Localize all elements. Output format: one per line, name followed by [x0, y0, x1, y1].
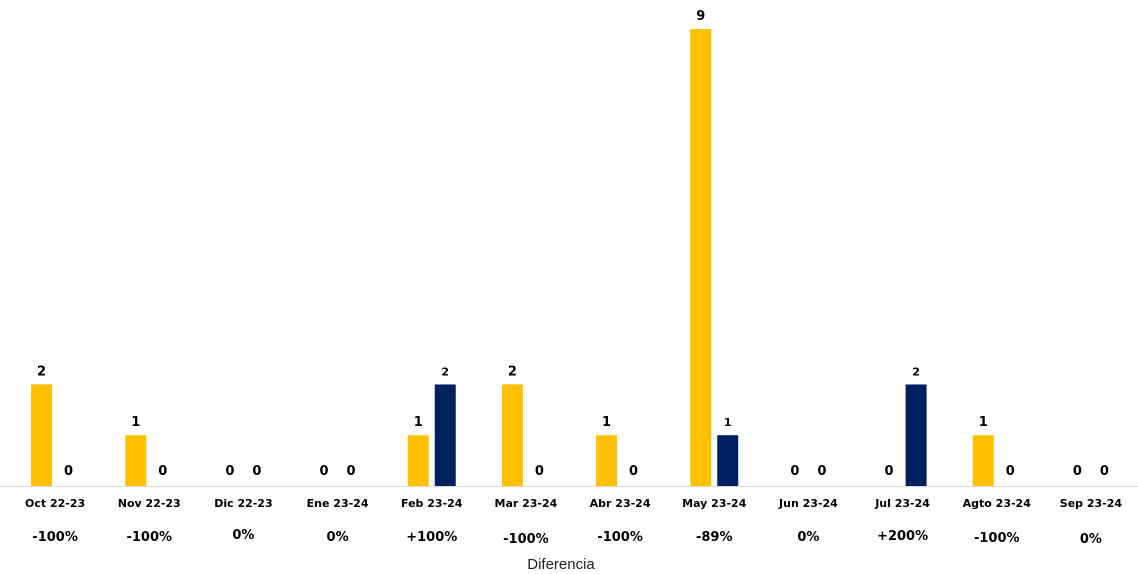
data-label-series1-0: 2: [37, 364, 46, 379]
difference-label: 0%: [1080, 532, 1102, 547]
data-label-series1-4: 1: [414, 415, 423, 430]
x-tick-label: Abr 23-24: [590, 497, 651, 510]
difference-label: -100%: [503, 532, 549, 547]
data-label-series1-2: 0: [225, 464, 234, 479]
difference-label: -89%: [696, 530, 733, 545]
difference-label: 0%: [232, 528, 254, 543]
x-tick-label: May 23-24: [682, 497, 747, 510]
data-label-series1-7: 9: [696, 9, 705, 24]
difference-label: 0%: [327, 530, 349, 545]
data-label-series2-6: 0: [629, 464, 638, 479]
data-label-series2-0: 0: [64, 464, 73, 479]
x-axis-title: Diferencia: [527, 556, 595, 573]
x-tick-label: Ene 23-24: [307, 497, 369, 510]
data-label-series2-9: 2: [912, 365, 920, 378]
x-tick-label: Oct 22-23: [25, 497, 85, 510]
bar-series1-10: [972, 435, 994, 486]
x-tick-label: Mar 23-24: [495, 497, 558, 510]
data-label-series2-4: 2: [441, 365, 449, 378]
x-tick-label: Jun 23-24: [778, 497, 838, 510]
bar-series1-7: [690, 29, 712, 486]
bar-series2-4: [434, 384, 456, 486]
x-tick-label: Feb 23-24: [401, 497, 463, 510]
difference-label: -100%: [32, 530, 78, 545]
difference-label: -100%: [974, 531, 1020, 546]
data-label-series2-1: 0: [158, 464, 167, 479]
bar-series1-6: [596, 435, 618, 486]
data-label-series1-8: 0: [790, 464, 799, 479]
x-tick-label: Sep 23-24: [1060, 497, 1123, 510]
data-label-series1-1: 1: [131, 415, 140, 430]
difference-label: +200%: [877, 529, 928, 544]
difference-label: -100%: [597, 530, 643, 545]
data-label-series2-11: 0: [1100, 464, 1109, 479]
x-tick-label: Jul 23-24: [874, 497, 930, 510]
difference-label: -100%: [126, 530, 172, 545]
data-label-series2-8: 0: [817, 464, 826, 479]
bar-series1-0: [31, 384, 53, 486]
data-label-series1-5: 2: [508, 364, 517, 379]
x-tick-label: Nov 22-23: [118, 497, 181, 510]
bar-series1-4: [407, 435, 429, 486]
bar-series2-7: [717, 435, 739, 486]
data-label-series1-9: 0: [885, 464, 894, 479]
bar-series2-9: [905, 384, 927, 486]
bar-series1-5: [501, 384, 523, 486]
data-label-series2-10: 0: [1006, 464, 1015, 479]
data-label-series2-3: 0: [347, 464, 356, 479]
data-label-series2-2: 0: [252, 464, 261, 479]
x-tick-label: Dic 22-23: [214, 497, 272, 510]
difference-label: 0%: [797, 530, 819, 545]
data-label-series2-5: 0: [535, 464, 544, 479]
bar-series1-1: [125, 435, 147, 486]
data-label-series2-7: 1: [724, 416, 732, 429]
data-label-series1-10: 1: [979, 415, 988, 430]
bars-layer: [31, 29, 994, 486]
difference-label: +100%: [406, 530, 457, 545]
data-label-series1-3: 0: [320, 464, 329, 479]
data-label-series1-6: 1: [602, 415, 611, 430]
data-label-series1-11: 0: [1073, 464, 1082, 479]
labels-layer: 2 0 Oct 22-23 -100% 1 0 Nov 22-23 -100% 0 0 Dic 22…: [25, 9, 1122, 547]
x-tick-label: Agto 23-24: [963, 497, 1032, 510]
